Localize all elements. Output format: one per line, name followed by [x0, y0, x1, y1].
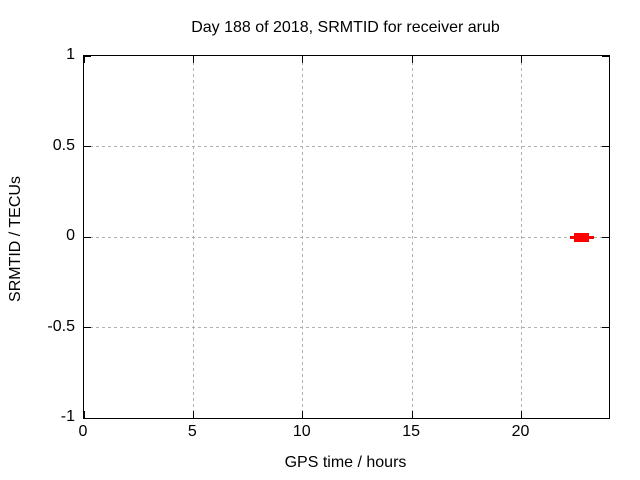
x-tick-top — [411, 56, 413, 63]
y-tick-label: -0.5 — [47, 317, 75, 335]
x-tick-label: 0 — [78, 423, 88, 440]
x-tick-label: 10 — [292, 423, 311, 440]
y-tick-left — [84, 417, 91, 419]
x-tick-top — [521, 56, 522, 63]
x-tick-top — [83, 56, 85, 63]
y-tick-right — [602, 417, 609, 419]
y-tick-left — [84, 327, 91, 328]
grid-line-horizontal — [84, 327, 609, 328]
y-axis-label: SRMTID / TECUs — [7, 176, 24, 302]
y-tick-right — [602, 327, 609, 328]
y-tick-right — [602, 236, 609, 238]
y-tick-right — [602, 146, 609, 147]
y-tick-label: 1 — [66, 46, 75, 63]
x-tick-label: 20 — [511, 423, 530, 440]
y-tick-left — [84, 55, 91, 57]
grid-line-horizontal — [84, 146, 609, 147]
x-axis-label: GPS time / hours — [284, 454, 407, 471]
x-tick-label: 15 — [402, 423, 421, 440]
x-tick-bottom — [411, 411, 413, 418]
chart-title: Day 188 of 2018, SRMTID for receiver aru… — [191, 19, 500, 36]
y-tick-left — [84, 146, 91, 147]
x-tick-bottom — [302, 411, 304, 418]
x-tick-bottom — [521, 411, 522, 418]
x-tick-top — [302, 56, 304, 63]
x-tick-bottom — [83, 411, 85, 418]
x-tick-top — [192, 56, 194, 63]
y-tick-label: -1 — [60, 408, 75, 425]
data-point-cluster-core — [574, 232, 590, 242]
plot-area — [83, 55, 610, 419]
y-tick-label: 0 — [66, 227, 75, 244]
grid-line-horizontal — [84, 236, 609, 238]
y-tick-right — [602, 55, 609, 57]
x-tick-bottom — [192, 411, 194, 418]
y-tick-label: 0.5 — [52, 136, 75, 154]
x-tick-label: 5 — [187, 423, 197, 440]
y-tick-left — [84, 236, 91, 238]
